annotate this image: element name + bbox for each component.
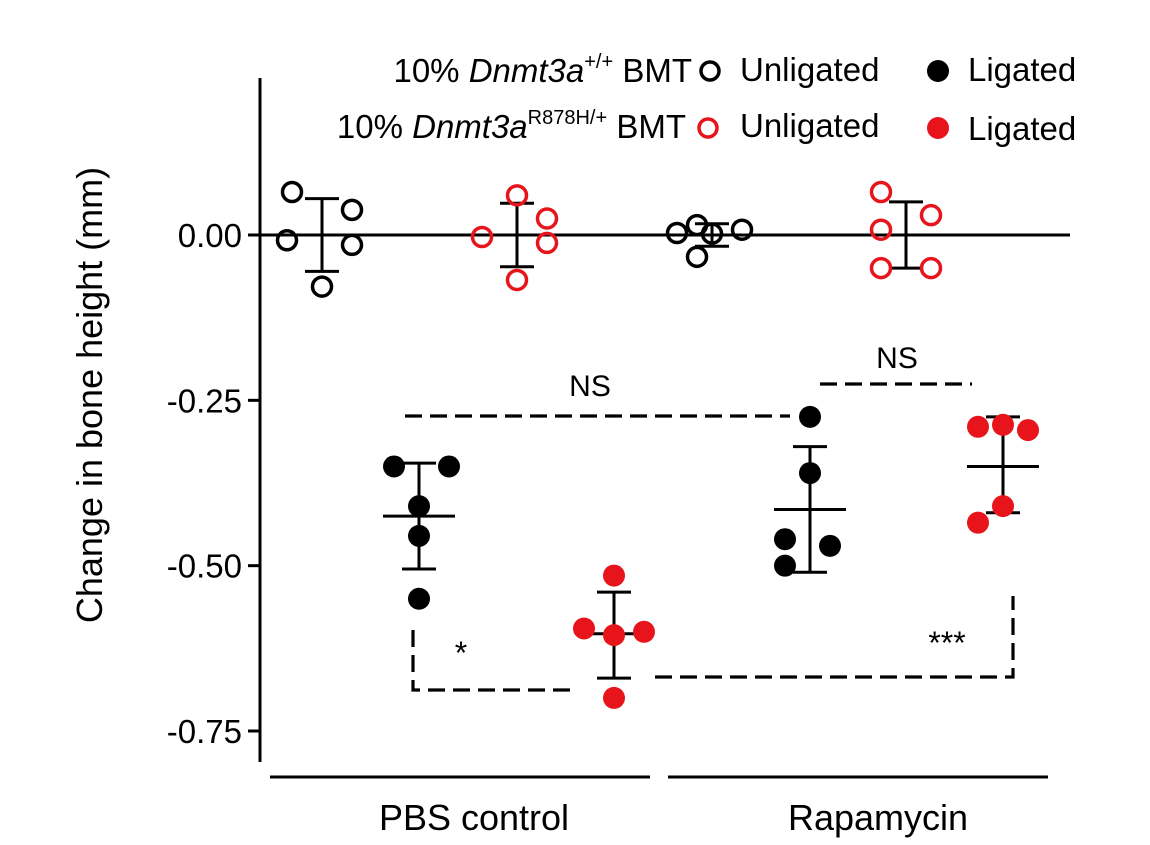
legend-row-2-label: 10% Dnmt3aR878H/+ BMT xyxy=(337,107,686,145)
data-point xyxy=(603,686,625,709)
data-point xyxy=(799,462,821,485)
plot-marks xyxy=(275,180,1039,709)
legend: 10% Dnmt3a+/+ BMT Unligated Ligated 10% … xyxy=(337,51,1076,147)
data-point xyxy=(992,495,1014,518)
series-rapamycin-r878h-ligated xyxy=(967,413,1039,534)
data-point xyxy=(310,275,334,298)
data-point xyxy=(408,587,430,610)
legend-row-2-ligated: Ligated xyxy=(968,110,1076,147)
legend-open-red-icon xyxy=(697,117,719,139)
data-point xyxy=(340,198,364,222)
y-tick-label: 0.00 xyxy=(178,217,242,254)
data-point xyxy=(535,207,559,230)
legend-row-1-label: 10% Dnmt3a+/+ BMT xyxy=(393,51,692,89)
series-pbs-control-r878h-ligated xyxy=(573,564,655,709)
sig-bracket-2 xyxy=(655,596,1015,679)
data-point xyxy=(819,534,841,557)
data-point xyxy=(869,180,893,204)
series-rapamycin-unligated xyxy=(665,213,754,269)
y-tick-label: -0.50 xyxy=(167,548,242,585)
y-tick-label: -0.75 xyxy=(167,713,242,750)
data-point xyxy=(774,554,796,577)
data-point xyxy=(633,620,655,643)
data-point xyxy=(919,256,943,280)
legend-row-1-ligated: Ligated xyxy=(968,51,1076,88)
data-point xyxy=(603,624,625,647)
group-label-pbs: PBS control xyxy=(379,797,569,838)
data-point xyxy=(919,203,943,227)
data-point xyxy=(505,268,529,292)
series-pbs-control-ligated xyxy=(383,455,460,610)
data-point xyxy=(275,229,299,252)
data-point xyxy=(573,617,595,640)
data-point xyxy=(774,528,796,551)
data-point xyxy=(730,218,754,241)
data-point xyxy=(470,225,494,249)
sig-label-1: * xyxy=(455,635,467,671)
ns-label-1: NS xyxy=(569,370,611,403)
series-rapamycin-ligated xyxy=(774,405,846,577)
data-point xyxy=(799,405,821,428)
y-tick-label: -0.25 xyxy=(167,382,242,419)
legend-row-2-unligated: Unligated xyxy=(740,107,879,144)
data-point xyxy=(280,180,304,204)
legend-row-1-unligated: Unligated xyxy=(740,51,879,88)
data-point xyxy=(665,221,689,245)
data-point xyxy=(869,256,893,280)
data-point xyxy=(438,455,460,478)
data-point xyxy=(505,184,529,207)
data-point xyxy=(685,245,709,269)
group-label-rapamycin: Rapamycin xyxy=(788,797,968,838)
legend-open-black-icon xyxy=(699,60,721,82)
legend-filled-black-icon xyxy=(927,60,949,82)
data-point xyxy=(340,233,364,257)
data-point xyxy=(967,415,989,438)
data-point xyxy=(869,218,893,241)
data-point xyxy=(1017,419,1039,442)
y-axis-label: Change in bone height (mm) xyxy=(69,167,110,623)
data-point xyxy=(535,231,559,255)
data-point xyxy=(992,413,1014,436)
series-pbs-control-unligated xyxy=(275,180,364,298)
data-point xyxy=(967,511,989,534)
series-pbs-control-r878h-unligated xyxy=(470,184,559,292)
ns-label-2: NS xyxy=(876,342,918,375)
data-point xyxy=(603,564,625,587)
sig-bracket-1 xyxy=(411,630,578,692)
axes: 0.00 -0.25 -0.50 -0.75 xyxy=(167,78,1070,762)
data-point xyxy=(383,455,405,478)
data-point xyxy=(408,524,430,547)
legend-filled-red-icon xyxy=(927,117,949,139)
series-rapamycin-r878h-unligated xyxy=(869,180,943,280)
sig-label-2: *** xyxy=(928,625,965,661)
data-point xyxy=(408,495,430,518)
data-point xyxy=(700,222,724,245)
